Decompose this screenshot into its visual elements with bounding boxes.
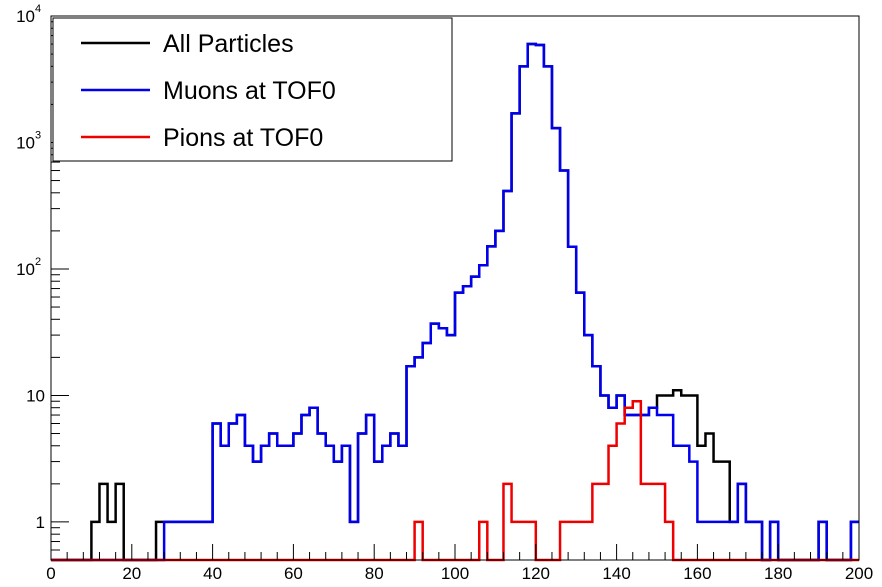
x-tick-label: 140 (602, 564, 630, 583)
legend-label: Muons at TOF0 (163, 77, 336, 105)
x-tick-label: 40 (203, 564, 222, 583)
legend-label: All Particles (163, 30, 294, 58)
x-tick-label: 120 (522, 564, 550, 583)
y-tick-label: 10 (16, 260, 35, 279)
y-tick-label: 10 (16, 133, 35, 152)
y-tick-exponent: 4 (35, 3, 41, 15)
legend: All Particles Muons at TOF0 Pions at TOF0 (52, 17, 453, 162)
legend-label: Pions at TOF0 (163, 124, 323, 152)
y-tick-exponent: 3 (35, 129, 41, 141)
x-tick-label: 20 (122, 564, 141, 583)
x-tick-label: 100 (441, 564, 469, 583)
series-line-2 (51, 42, 859, 562)
x-tick-label: 80 (365, 564, 384, 583)
x-tick-label: 0 (46, 564, 55, 583)
x-tick-label: 160 (683, 564, 711, 583)
x-tick-label: 60 (284, 564, 303, 583)
x-tick-label: 200 (845, 564, 873, 583)
y-tick-label: 10 (16, 7, 35, 26)
x-tick-label: 180 (764, 564, 792, 583)
y-tick-exponent: 2 (35, 256, 41, 268)
y-tick-label: 1 (36, 513, 45, 532)
y-tick-label: 10 (26, 386, 45, 405)
